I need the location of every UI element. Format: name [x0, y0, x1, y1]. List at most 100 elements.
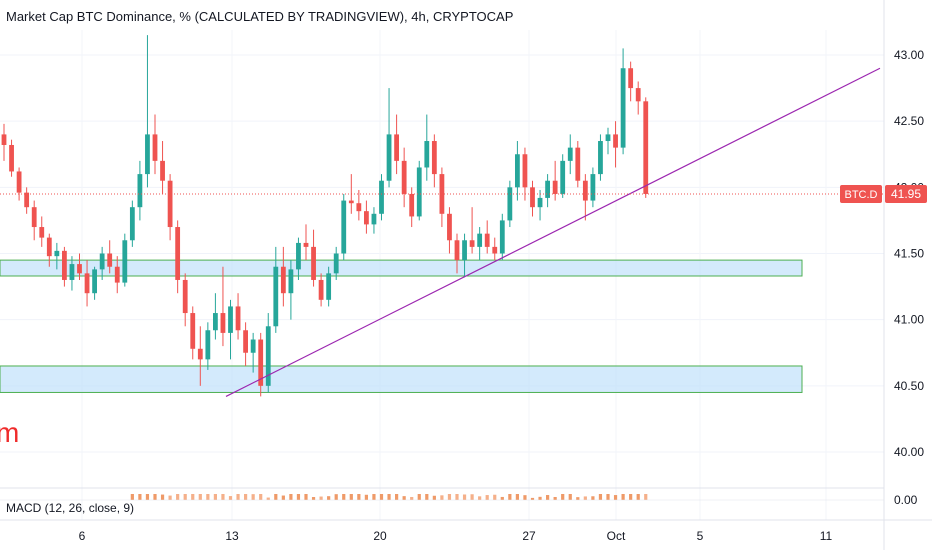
macd-bar [395, 494, 399, 500]
resistance-zone[interactable] [0, 259, 803, 277]
chart-title: Market Cap BTC Dominance, % (CALCULATED … [6, 9, 513, 24]
candle [643, 97, 649, 198]
candle-body [379, 180, 384, 214]
candle-body [167, 180, 173, 228]
macd-bar [417, 494, 421, 500]
candle-body [620, 68, 626, 148]
candle-body [213, 313, 218, 331]
candle [522, 147, 528, 201]
candle-body [62, 250, 67, 280]
overlay-text: m [0, 417, 19, 448]
candle-body [182, 279, 188, 314]
macd-bar [206, 494, 210, 500]
macd-bar [546, 495, 550, 500]
candle-body [590, 174, 596, 201]
candle-body [243, 330, 248, 353]
candle-body [303, 242, 309, 247]
candle [129, 200, 135, 247]
candle-body [31, 207, 37, 228]
candle [122, 233, 128, 287]
candle [424, 114, 430, 181]
macd-bar [228, 496, 233, 500]
symbol-tag-box [840, 184, 882, 203]
candle [265, 313, 271, 393]
candle-body [258, 339, 264, 386]
candle [560, 154, 566, 198]
candle [386, 88, 392, 188]
candle-body [99, 253, 105, 270]
macd-bar [259, 494, 263, 500]
macd-bar [576, 497, 580, 500]
candle [296, 237, 301, 280]
macd-layer [0, 494, 884, 501]
macd-bar [387, 494, 391, 500]
macd-bar [304, 494, 308, 500]
candle [167, 174, 173, 241]
trendline[interactable] [225, 67, 881, 397]
candle [477, 227, 483, 261]
candle-body [84, 273, 90, 294]
candle-body [401, 160, 407, 194]
macd-bar [153, 494, 157, 500]
candle [613, 121, 618, 168]
candle [469, 207, 475, 254]
candle [530, 180, 535, 217]
macd-bar [130, 494, 134, 500]
candle [620, 48, 626, 155]
candle-body [77, 264, 82, 274]
macd-bar [327, 496, 331, 500]
macd-bar [236, 494, 240, 500]
macd-bar [629, 494, 633, 500]
candle [371, 207, 377, 234]
candle [92, 266, 97, 300]
candle [250, 332, 256, 373]
candle [318, 273, 324, 307]
candle-body [507, 187, 513, 221]
candle [341, 193, 347, 261]
candle-body [469, 240, 475, 247]
candle-body [386, 134, 392, 181]
candle [635, 81, 641, 115]
candle [484, 220, 490, 254]
candle-body [54, 250, 60, 257]
candle [356, 189, 362, 221]
candle-body [152, 134, 158, 161]
candles-layer [1, 35, 649, 397]
candle-body [235, 306, 241, 331]
candle-body [499, 220, 505, 254]
candle-body [628, 68, 634, 89]
candle [39, 216, 45, 247]
candle [197, 326, 203, 386]
candle [401, 147, 407, 208]
candle-body [409, 193, 415, 217]
candle-body [356, 203, 362, 212]
candle-body [326, 273, 332, 300]
candle [235, 293, 241, 340]
macd-bar [402, 496, 406, 500]
macd-bar [583, 496, 587, 500]
candle-body [273, 266, 279, 327]
candle-body [582, 180, 588, 201]
x-tick-label: 11 [820, 529, 833, 543]
macd-bar [644, 494, 648, 500]
candle-body [265, 326, 271, 386]
candle-body [129, 207, 135, 241]
candle-body [515, 154, 520, 188]
candle [145, 35, 150, 188]
candle [54, 242, 60, 270]
candle-body [137, 174, 143, 208]
macd-bar [296, 494, 301, 500]
candle-body [39, 227, 45, 238]
candle [24, 187, 30, 214]
macd-bar [176, 494, 180, 500]
macd-bar [266, 497, 270, 500]
candle-body [462, 240, 467, 261]
candle-body [46, 237, 52, 257]
candle [16, 167, 22, 201]
candle [605, 127, 611, 155]
candle [431, 134, 437, 188]
support-zone[interactable] [0, 365, 803, 393]
candle [311, 229, 316, 287]
